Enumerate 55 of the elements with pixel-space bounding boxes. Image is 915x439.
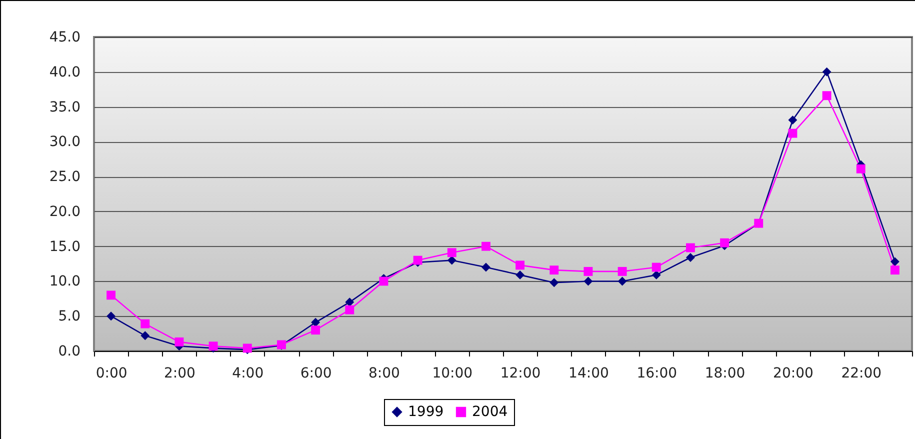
- y-tick-label: 25.0: [49, 169, 80, 186]
- x-tick-label: 8:00: [368, 366, 400, 382]
- y-tick-label: 35.0: [49, 99, 80, 116]
- point: [140, 319, 150, 328]
- x-tick-label: 18:00: [704, 366, 746, 382]
- point: [618, 276, 627, 286]
- y-tick-label: 15.0: [49, 238, 80, 255]
- point: [140, 331, 150, 340]
- point: [890, 257, 900, 266]
- x-tick-label: 6:00: [300, 366, 332, 382]
- point: [550, 278, 559, 288]
- point: [481, 262, 490, 272]
- point: [345, 305, 354, 314]
- x-tick-label: 14:00: [568, 366, 609, 382]
- x-tick-label: 12:00: [500, 366, 541, 382]
- point: [822, 91, 832, 100]
- x-tick-label: 2:00: [164, 366, 196, 382]
- point: [788, 128, 798, 138]
- legend-label: 2004: [472, 404, 508, 420]
- point: [720, 238, 730, 248]
- point: [106, 312, 116, 321]
- y-tick-label: 5.0: [58, 308, 80, 325]
- y-tick-label: 0.0: [58, 344, 80, 360]
- x-tick-label: 20:00: [773, 366, 814, 382]
- point: [311, 326, 320, 335]
- legend-label: 1999: [408, 404, 444, 420]
- y-tick-label: 20.0: [49, 204, 80, 220]
- point: [311, 318, 320, 327]
- x-tick-label: 22:00: [841, 366, 882, 382]
- point: [516, 260, 525, 270]
- point: [447, 248, 456, 258]
- point: [856, 164, 866, 174]
- point: [686, 243, 695, 252]
- x-tick-label: 4:00: [232, 366, 264, 382]
- point: [890, 266, 900, 275]
- point: [516, 270, 525, 280]
- point: [584, 276, 593, 286]
- point: [822, 67, 832, 76]
- point: [379, 276, 388, 286]
- point: [618, 266, 627, 276]
- y-tick-label: 40.0: [49, 64, 80, 80]
- x-tick-label: 10:00: [432, 366, 473, 382]
- point: [686, 253, 695, 262]
- x-tick-label: 0:00: [96, 366, 128, 382]
- point: [106, 290, 116, 300]
- point: [584, 266, 593, 276]
- y-tick-label: 45.0: [49, 30, 80, 46]
- x-tick-label: 16:00: [636, 366, 678, 382]
- point: [788, 116, 798, 125]
- y-tick-label: 30.0: [49, 134, 80, 150]
- y-tick-label: 10.0: [49, 274, 80, 290]
- point: [652, 262, 661, 272]
- point: [174, 337, 184, 346]
- point: [481, 242, 490, 251]
- point: [550, 266, 559, 275]
